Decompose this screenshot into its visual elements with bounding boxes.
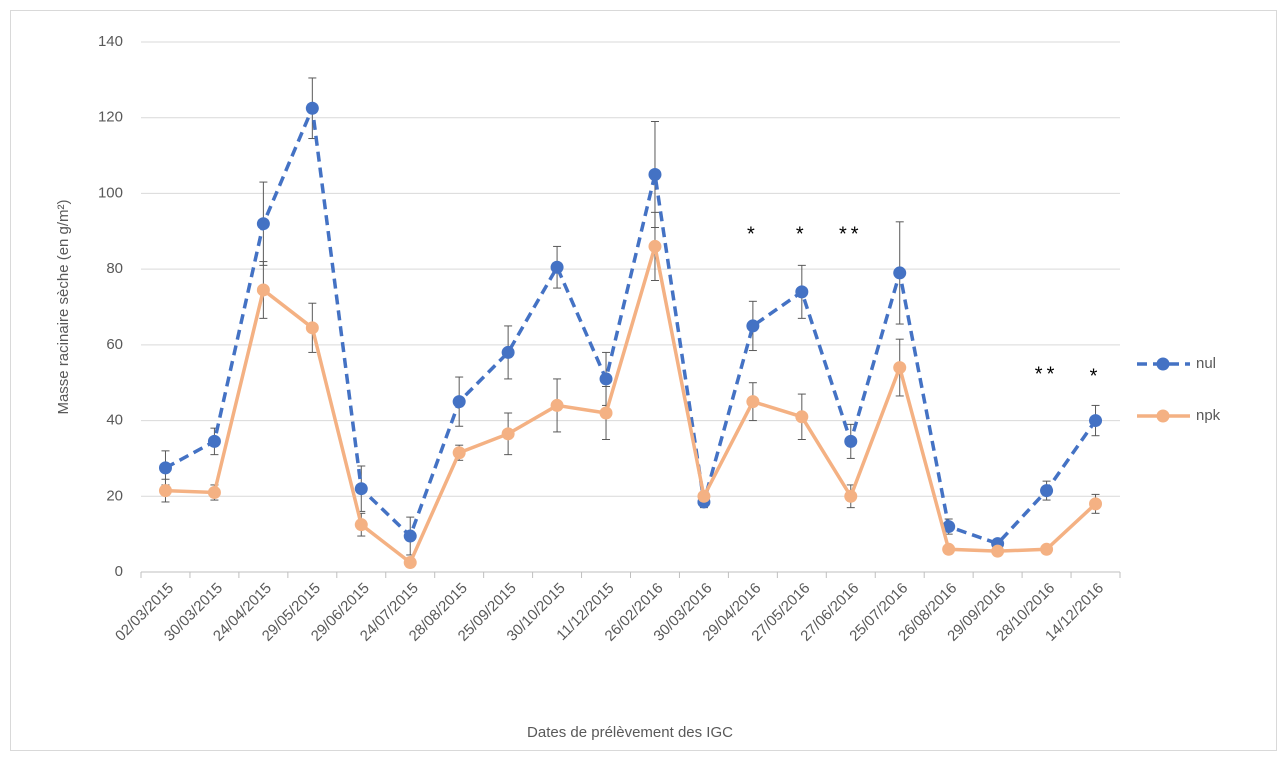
point [795,410,809,424]
annotation: * [747,223,759,245]
annotation: * [1090,365,1102,387]
point [746,395,760,409]
x-axis-label: Dates de prélèvement des IGC [527,724,733,741]
point [1089,414,1103,428]
point [550,398,564,412]
y-tick-label: 60 [106,336,123,353]
point [844,489,858,503]
y-tick-label: 40 [106,412,123,429]
point [305,321,319,335]
point [648,239,662,253]
series-line [165,245,1097,566]
legend-marker [1156,409,1170,423]
point [354,518,368,532]
point [599,372,613,386]
annotation: ** [839,223,863,245]
legend-label: npk [1196,407,1221,424]
point [354,482,368,496]
legend-label: nul [1196,355,1216,372]
point [207,486,221,499]
point [893,266,907,280]
point [697,489,711,503]
point [403,529,417,543]
point [893,361,907,375]
point [452,395,466,409]
point [452,446,466,460]
point [942,520,956,534]
point [501,345,515,359]
point [746,319,760,333]
point [158,461,172,475]
legend-marker [1156,357,1170,371]
point [599,406,613,420]
point [207,434,221,448]
annotation: * [796,223,808,245]
point [158,484,172,498]
point [501,427,515,441]
y-tick-label: 80 [106,260,123,277]
point [648,168,662,181]
point [1089,497,1103,511]
point [844,434,858,448]
point [991,544,1005,558]
series-line [164,101,1097,546]
y-tick-label: 0 [115,563,123,580]
point [942,542,956,556]
y-tick-label: 100 [98,184,123,201]
point [1040,484,1054,498]
point [550,260,564,274]
point [795,285,809,299]
y-tick-label: 120 [98,109,123,126]
y-tick-label: 20 [106,487,123,504]
point [305,101,319,115]
chart-frame [10,10,1277,751]
point [1040,542,1054,556]
y-tick-label: 140 [98,33,123,50]
point [256,283,270,297]
point [256,217,270,231]
point [403,556,417,570]
y-axis-label: Masse racinaire sèche (en g/m²) [55,199,72,414]
annotation: ** [1035,363,1059,385]
